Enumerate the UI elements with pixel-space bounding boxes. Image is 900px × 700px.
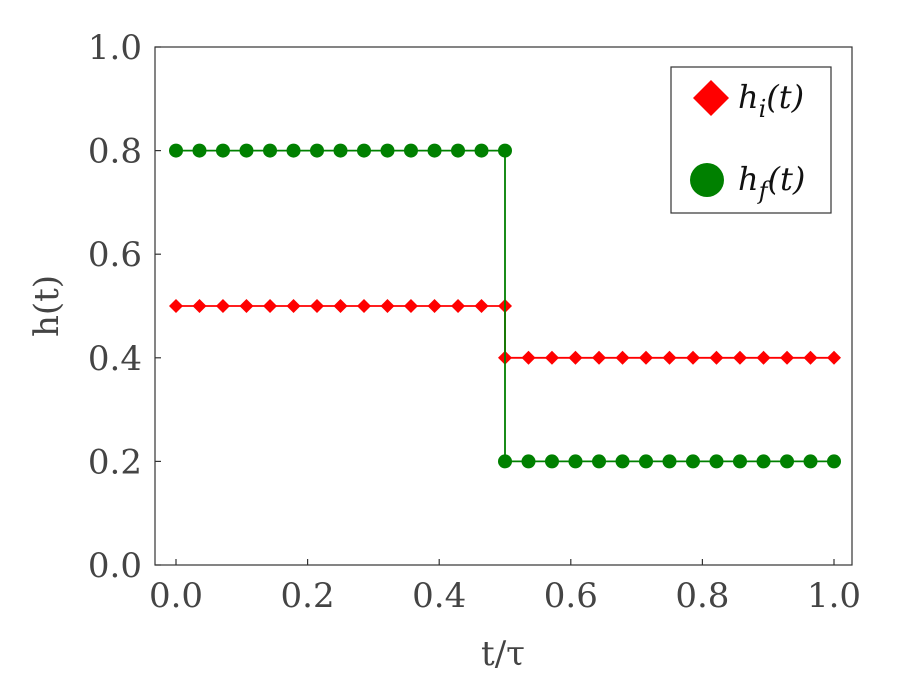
data-point-diamond	[780, 350, 795, 365]
data-point-diamond	[756, 350, 771, 365]
data-point-diamond	[827, 350, 841, 365]
x-tick-label: 0.0	[149, 576, 203, 616]
legend-marker-diamond	[693, 80, 729, 116]
data-point-diamond	[474, 299, 489, 313]
data-point-circle	[615, 454, 630, 469]
data-point-diamond	[639, 350, 654, 365]
plot-frame	[154, 46, 853, 566]
y-tick-label: 0.6	[88, 235, 142, 275]
data-point-circle	[380, 143, 395, 158]
data-point-circle	[263, 143, 278, 158]
y-tick-label: 0.0	[88, 546, 142, 586]
data-point-circle	[427, 143, 442, 158]
y-tick-label: 0.4	[88, 339, 142, 379]
x-tick-label: 0.6	[544, 576, 598, 616]
data-point-circle	[333, 143, 348, 158]
x-tick-label: 0.8	[675, 576, 729, 616]
data-point-diamond	[521, 350, 536, 365]
data-point-diamond	[286, 299, 301, 313]
x-tick-label: 0.2	[281, 576, 335, 616]
series-layer	[169, 143, 841, 469]
y-tick-label: 0.8	[88, 132, 142, 172]
x-tick-label: 1.0	[807, 576, 861, 616]
data-point-circle	[780, 454, 795, 469]
data-point-diamond	[169, 299, 183, 313]
x-tick-label: 0.4	[412, 576, 466, 616]
data-point-circle	[662, 454, 677, 469]
data-point-circle	[709, 454, 724, 469]
data-point-circle	[215, 143, 230, 158]
data-point-diamond	[380, 299, 395, 313]
data-point-diamond	[403, 299, 418, 313]
data-point-circle	[639, 454, 654, 469]
series-circle	[169, 143, 841, 469]
data-point-circle	[827, 454, 841, 469]
data-point-circle	[498, 454, 512, 469]
data-point-circle	[498, 143, 512, 158]
data-point-circle	[310, 143, 325, 158]
data-point-circle	[239, 143, 254, 158]
data-point-diamond	[662, 350, 677, 365]
data-point-circle	[286, 143, 301, 158]
data-point-circle	[192, 143, 207, 158]
legend-label: hi(t)	[738, 78, 804, 123]
data-point-circle	[732, 454, 747, 469]
data-point-diamond	[427, 299, 442, 313]
data-point-diamond	[310, 299, 325, 313]
data-point-diamond	[215, 299, 230, 313]
y-tick-label: 1.0	[88, 28, 142, 68]
data-point-circle	[544, 454, 559, 469]
x-axis-title: t/τ	[481, 634, 525, 674]
data-point-diamond	[544, 350, 559, 365]
legend-marker-circle	[690, 163, 724, 197]
y-axis-title: h(t)	[27, 275, 67, 337]
data-point-circle	[521, 454, 536, 469]
data-point-diamond	[592, 350, 607, 365]
data-point-diamond	[192, 299, 207, 313]
data-point-circle	[169, 143, 183, 158]
data-point-diamond	[685, 350, 700, 365]
data-point-circle	[803, 454, 818, 469]
legend: hi(t)hf(t)	[670, 66, 832, 214]
data-point-diamond	[568, 350, 583, 365]
axis-ticks: 0.0 0.2 0.4 0.6 0.8 1.0 0.0 0.2 0.4 0.6 0.8 1.0	[88, 28, 861, 616]
data-point-diamond	[709, 350, 724, 365]
data-point-diamond	[732, 350, 747, 365]
data-point-diamond	[356, 299, 371, 313]
data-point-circle	[451, 143, 466, 158]
data-point-diamond	[615, 350, 630, 365]
data-point-diamond	[803, 350, 818, 365]
y-tick-label: 0.2	[88, 442, 142, 482]
data-point-circle	[474, 143, 489, 158]
data-point-circle	[356, 143, 371, 158]
data-point-diamond	[239, 299, 254, 313]
data-point-diamond	[333, 299, 348, 313]
data-point-circle	[568, 454, 583, 469]
data-point-circle	[403, 143, 418, 158]
data-point-circle	[756, 454, 771, 469]
data-point-diamond	[451, 299, 466, 313]
data-point-circle	[685, 454, 700, 469]
data-point-circle	[592, 454, 607, 469]
series-diamond	[169, 299, 841, 365]
data-point-diamond	[263, 299, 278, 313]
